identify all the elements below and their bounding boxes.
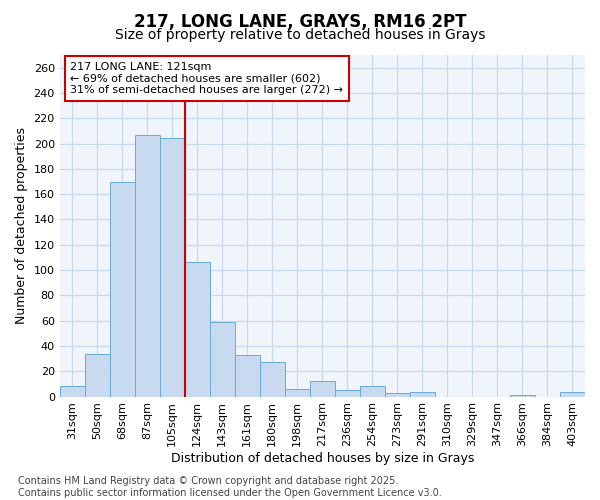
- Bar: [360, 386, 385, 396]
- Text: Size of property relative to detached houses in Grays: Size of property relative to detached ho…: [115, 28, 485, 42]
- Bar: [185, 262, 210, 396]
- X-axis label: Distribution of detached houses by size in Grays: Distribution of detached houses by size …: [170, 452, 474, 465]
- Bar: [59, 386, 85, 396]
- Bar: [210, 322, 235, 396]
- Bar: [260, 362, 285, 396]
- Bar: [560, 392, 585, 396]
- Bar: [160, 138, 185, 396]
- Text: 217 LONG LANE: 121sqm
← 69% of detached houses are smaller (602)
31% of semi-det: 217 LONG LANE: 121sqm ← 69% of detached …: [70, 62, 343, 95]
- Bar: [110, 182, 135, 396]
- Bar: [410, 392, 435, 396]
- Text: Contains HM Land Registry data © Crown copyright and database right 2025.
Contai: Contains HM Land Registry data © Crown c…: [18, 476, 442, 498]
- Bar: [285, 389, 310, 396]
- Bar: [135, 134, 160, 396]
- Bar: [335, 390, 360, 396]
- Text: 217, LONG LANE, GRAYS, RM16 2PT: 217, LONG LANE, GRAYS, RM16 2PT: [134, 12, 466, 30]
- Bar: [385, 393, 410, 396]
- Bar: [310, 382, 335, 396]
- Y-axis label: Number of detached properties: Number of detached properties: [15, 128, 28, 324]
- Bar: [235, 355, 260, 397]
- Bar: [85, 354, 110, 397]
